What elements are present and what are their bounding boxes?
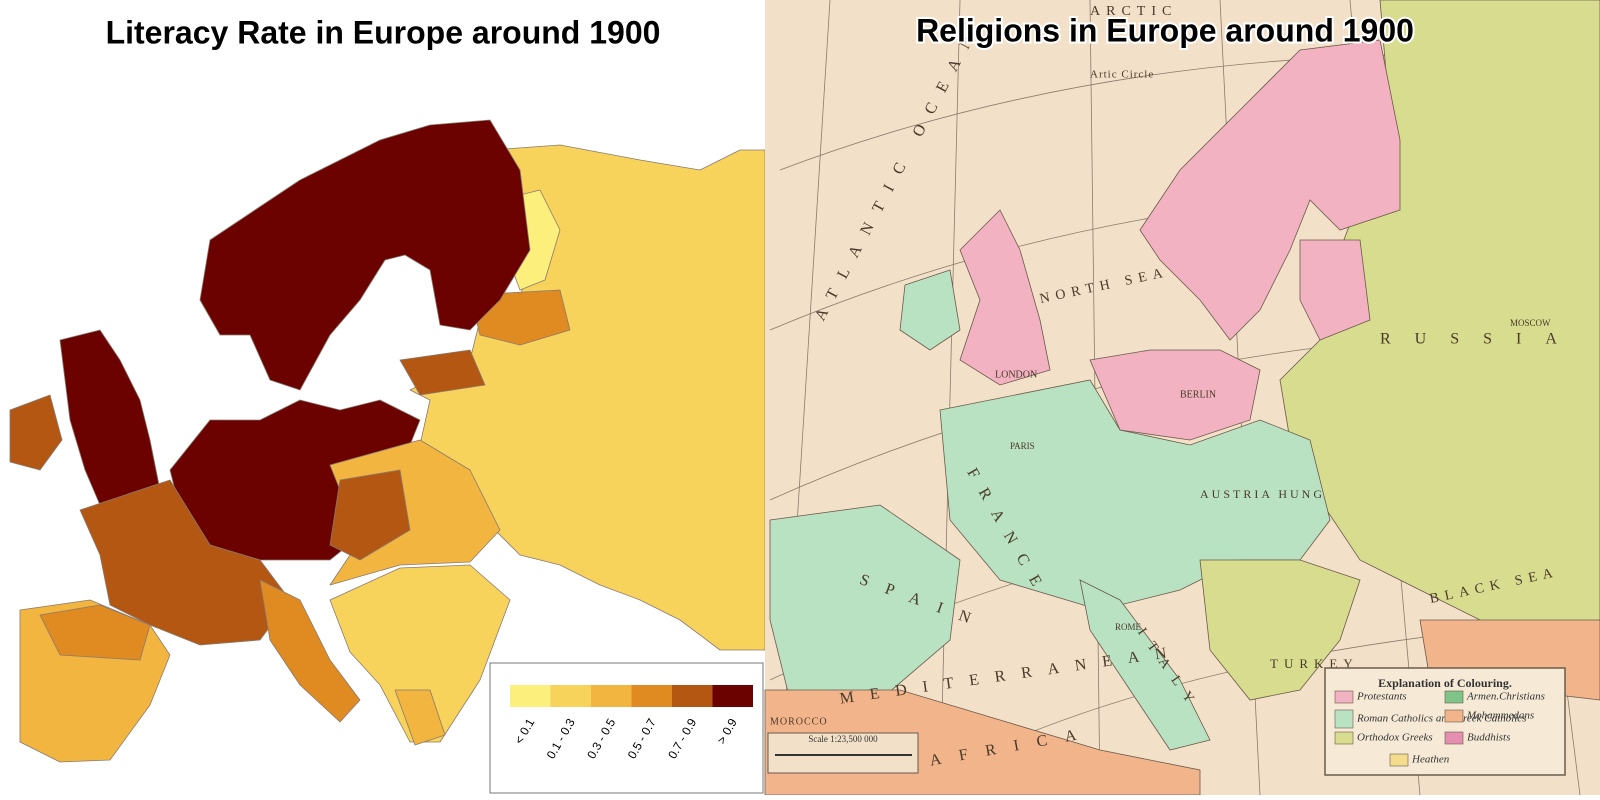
legend-label: Buddhists bbox=[1467, 732, 1510, 744]
region-north-spain bbox=[39, 604, 151, 661]
legend-swatch bbox=[631, 685, 672, 707]
region-italy bbox=[259, 579, 361, 723]
map-title: Religions in Europe around 1900 bbox=[916, 12, 1414, 48]
literacy-map: < 0.1 0.1 - 0.3 0.3 - 0.5 0.5 - 0.7 0.7 - 0.… bbox=[0, 0, 766, 795]
religion-map: ARCTIC Artic Circle ATLANTIC OCEAN NORTH… bbox=[764, 0, 1600, 796]
legend-swatch bbox=[1334, 690, 1354, 704]
region-italy bbox=[1079, 579, 1211, 751]
map-label: Artic Circle bbox=[1090, 69, 1154, 81]
map-label: MOROCCO bbox=[770, 716, 828, 727]
legend-title: Explanation of Colouring. bbox=[1378, 676, 1512, 690]
map-label: RUSSIA bbox=[1380, 331, 1581, 348]
region-scandinavia bbox=[199, 119, 531, 391]
legend-label: Armen.Christians bbox=[1466, 691, 1545, 703]
region-ireland bbox=[9, 394, 63, 471]
legend-swatch bbox=[1444, 731, 1464, 745]
legend-swatch bbox=[1444, 690, 1464, 704]
scale-bar: Scale 1:23,500 000 bbox=[767, 732, 919, 774]
region-baltic bbox=[1299, 239, 1371, 341]
region-britain bbox=[959, 209, 1051, 386]
region-france bbox=[79, 479, 291, 646]
scale-label: Scale 1:23,500 000 bbox=[808, 734, 878, 744]
legend-label: Mohammedans bbox=[1466, 710, 1534, 722]
region-east-prussia bbox=[399, 349, 486, 396]
legend-swatch bbox=[1334, 731, 1354, 745]
map-label: ARCTIC bbox=[1090, 4, 1177, 19]
region-greece bbox=[394, 689, 446, 746]
legend-swatch bbox=[672, 685, 713, 707]
legend-label: Heathen bbox=[1411, 754, 1450, 766]
region-central bbox=[939, 379, 1331, 611]
map-label: MOSCOW bbox=[1510, 318, 1551, 328]
map-label: TURKEY bbox=[1270, 656, 1359, 671]
legend-label: Roman Catholics and Greek Catholics bbox=[1356, 713, 1526, 725]
map-label: PARIS bbox=[1010, 441, 1035, 451]
region-iberia bbox=[769, 504, 961, 701]
region-britain bbox=[59, 329, 161, 506]
legend: Protestants Armen.Christians Roman Catholi… bbox=[1334, 690, 1545, 767]
legend-swatch bbox=[1389, 753, 1409, 767]
map-label: BERLIN bbox=[1180, 389, 1216, 400]
region-ireland bbox=[899, 269, 961, 351]
scale-box bbox=[767, 732, 919, 774]
legend-swatch bbox=[510, 685, 551, 707]
map-title: Literacy Rate in Europe around 1900 bbox=[106, 14, 661, 50]
region-balkans bbox=[1199, 559, 1361, 701]
legend-swatch bbox=[712, 685, 753, 707]
legend-box bbox=[489, 662, 764, 794]
legend-swatch bbox=[591, 685, 632, 707]
region-scandinavia bbox=[1139, 39, 1401, 341]
region-balkans bbox=[329, 564, 511, 743]
map-label: ROME bbox=[1115, 622, 1142, 632]
legend-swatch bbox=[550, 685, 591, 707]
region-north-germany bbox=[1089, 349, 1261, 441]
region-bohemia bbox=[329, 469, 411, 561]
legend-swatch bbox=[1444, 709, 1464, 723]
map-label: AUSTRIA HUNG bbox=[1200, 487, 1325, 501]
map-label: LONDON bbox=[995, 369, 1037, 380]
legend-label: Protestants bbox=[1356, 691, 1407, 703]
legend-swatch bbox=[1334, 709, 1354, 729]
legend-label: Orthodox Greeks bbox=[1357, 732, 1433, 744]
